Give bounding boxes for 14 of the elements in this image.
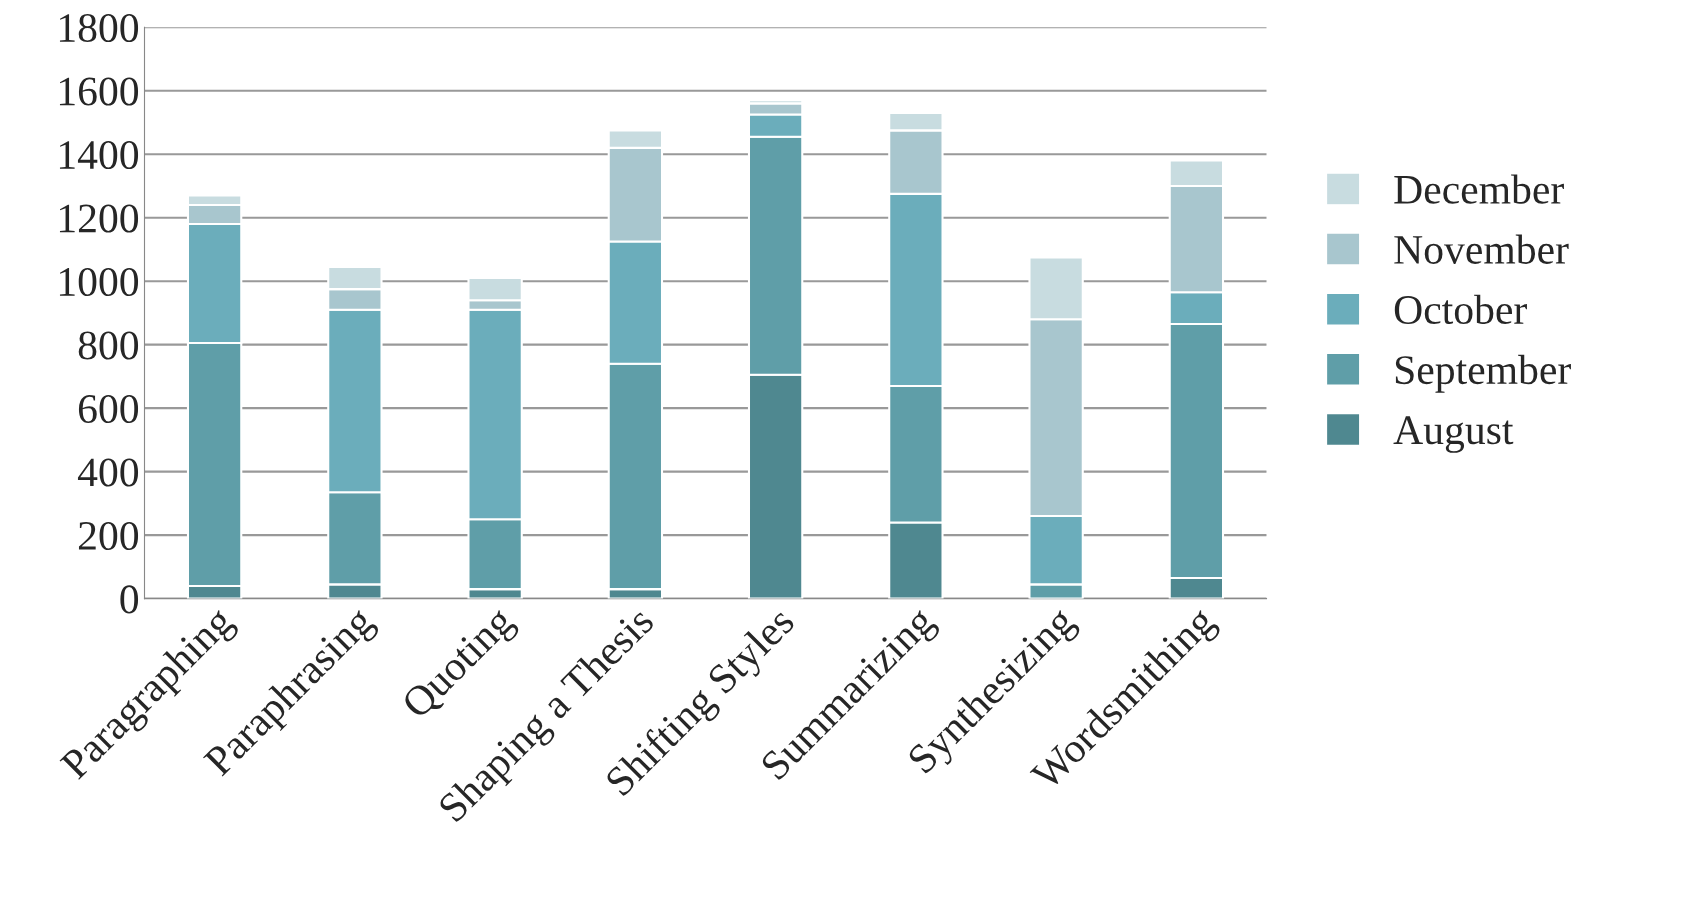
y-tick-label: 1800 bbox=[59, 13, 139, 43]
legend-label: October bbox=[1394, 294, 1527, 325]
y-tick-label: 1000 bbox=[59, 267, 139, 297]
y-tick-label: 200 bbox=[78, 521, 139, 550]
y-tick-label: 1600 bbox=[59, 77, 139, 106]
y-tick-label: 1400 bbox=[59, 140, 139, 170]
legend-label: September bbox=[1395, 354, 1571, 393]
y-tick-label: 800 bbox=[78, 331, 139, 360]
y-tick-label: 1200 bbox=[59, 204, 139, 233]
y-tick-label: 400 bbox=[77, 458, 139, 487]
legend-label: December bbox=[1394, 174, 1564, 204]
y-tick-label: 600 bbox=[78, 394, 139, 424]
legend-label: August bbox=[1393, 416, 1514, 453]
legend-label: November bbox=[1394, 234, 1569, 264]
